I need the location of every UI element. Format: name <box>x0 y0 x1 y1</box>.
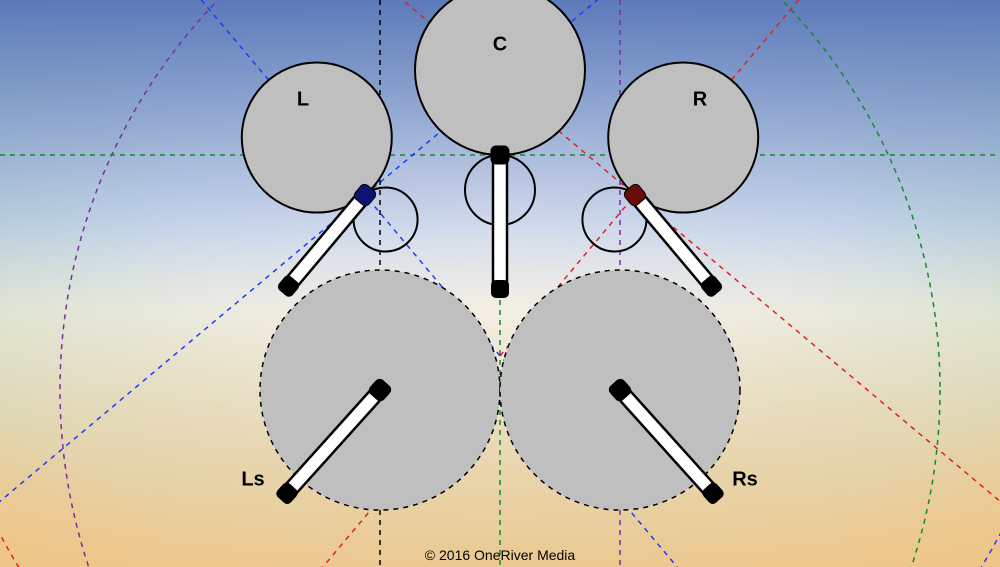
diagram-svg <box>0 0 1000 567</box>
label-l: L <box>297 89 309 112</box>
label-r: R <box>693 89 707 112</box>
diagram-stage: C L R Ls Rs © 2016 OneRiver Media <box>0 0 1000 567</box>
label-ls: Ls <box>241 469 264 492</box>
label-c: C <box>493 34 507 57</box>
label-copyright: © 2016 OneRiver Media <box>425 547 575 563</box>
label-rs: Rs <box>732 469 758 492</box>
